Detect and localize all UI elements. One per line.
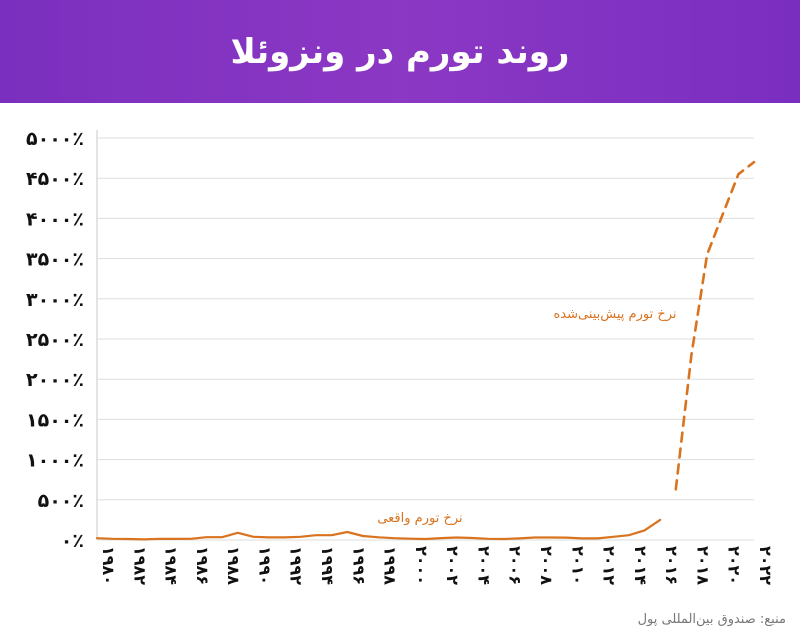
x-tick-label: ۲۰۱۴ bbox=[631, 546, 650, 585]
y-tick-label: ۵۰۰٪ bbox=[38, 490, 84, 512]
x-tick-label: ۱۹۸۴ bbox=[162, 546, 181, 585]
y-tick-label: ۲۵۰۰٪ bbox=[26, 329, 84, 351]
y-tick-label: ۱۵۰۰٪ bbox=[26, 409, 84, 431]
x-tick-label: ۲۰۲۲ bbox=[756, 546, 775, 585]
x-tick-label: ۱۹۹۰ bbox=[255, 546, 274, 585]
x-tick-label: ۲۰۰۰ bbox=[412, 546, 431, 585]
y-tick-label: ۵۰۰۰٪ bbox=[26, 128, 84, 150]
series-lines bbox=[95, 160, 756, 541]
x-tick-label: ۲۰۱۸ bbox=[693, 546, 712, 585]
x-tick-label: ۲۰۲۰ bbox=[725, 546, 744, 585]
y-axis-ticks: ۰٪ ۵۰۰٪ ۱۰۰۰٪ ۱۵۰۰٪ ۲۰۰۰٪ ۲۵۰۰٪ ۳۰۰۰٪ ۳۵۰۰٪ ۴۰۰۰… bbox=[26, 128, 84, 552]
x-tick-label: ۱۹۹۶ bbox=[349, 546, 368, 585]
grid-lines bbox=[96, 130, 754, 541]
series-labels: نرخ تورم واقعی نرخ تورم پیش‌بینی‌شده bbox=[377, 307, 676, 526]
x-tick-label: ۲۰۰۲ bbox=[443, 546, 462, 585]
x-tick-label: ۱۹۹۸ bbox=[381, 546, 400, 585]
y-tick-label: ۳۰۰۰٪ bbox=[26, 289, 84, 311]
y-tick-label: ۱۰۰۰٪ bbox=[26, 450, 84, 472]
y-tick-label: ۴۰۰۰٪ bbox=[26, 208, 84, 230]
x-tick-label: ۱۹۸۸ bbox=[224, 546, 243, 585]
forecast-inflation-line bbox=[674, 160, 756, 491]
x-tick-label: ۱۹۸۶ bbox=[193, 546, 212, 585]
x-tick-label: ۲۰۱۲ bbox=[600, 546, 619, 585]
y-tick-label: ۳۵۰۰٪ bbox=[26, 249, 84, 271]
forecast-series-label: نرخ تورم پیش‌بینی‌شده bbox=[553, 307, 676, 322]
page-title: روند تورم در ونزوئلا bbox=[230, 31, 570, 72]
source-note: منبع: صندوق بین‌المللی پول bbox=[637, 612, 786, 627]
x-tick-label: ۲۰۰۶ bbox=[506, 546, 525, 585]
x-tick-label: ۲۰۱۰ bbox=[568, 546, 587, 585]
x-tick-label: ۱۹۸۲ bbox=[130, 546, 149, 585]
x-tick-label: ۲۰۰۸ bbox=[537, 546, 556, 585]
x-tick-label: ۱۹۹۲ bbox=[287, 546, 306, 585]
x-tick-label: ۲۰۰۴ bbox=[474, 546, 493, 585]
actual-series-label: نرخ تورم واقعی bbox=[377, 511, 462, 526]
y-tick-label: ۲۰۰۰٪ bbox=[26, 369, 84, 391]
actual-inflation-line bbox=[95, 518, 662, 541]
y-tick-label: ۴۵۰۰٪ bbox=[26, 168, 84, 190]
x-tick-label: ۱۹۹۴ bbox=[318, 546, 337, 585]
header-banner: روند تورم در ونزوئلا bbox=[0, 0, 800, 103]
x-tick-label: ۲۰۱۶ bbox=[662, 546, 681, 585]
inflation-chart: ۰٪ ۵۰۰٪ ۱۰۰۰٪ ۱۵۰۰٪ ۲۰۰۰٪ ۲۵۰۰٪ ۳۰۰۰٪ ۳۵۰۰٪ ۴۰۰۰… bbox=[26, 128, 775, 585]
y-tick-label: ۰٪ bbox=[61, 530, 84, 552]
x-axis-ticks: ۱۹۸۰ ۱۹۸۲ ۱۹۸۴ ۱۹۸۶ ۱۹۸۸ ۱۹۹۰ ۱۹۹۲ ۱۹۹۴ ۱۹۹۶ ۱۹۹۸… bbox=[99, 546, 775, 585]
x-tick-label: ۱۹۸۰ bbox=[99, 546, 118, 585]
